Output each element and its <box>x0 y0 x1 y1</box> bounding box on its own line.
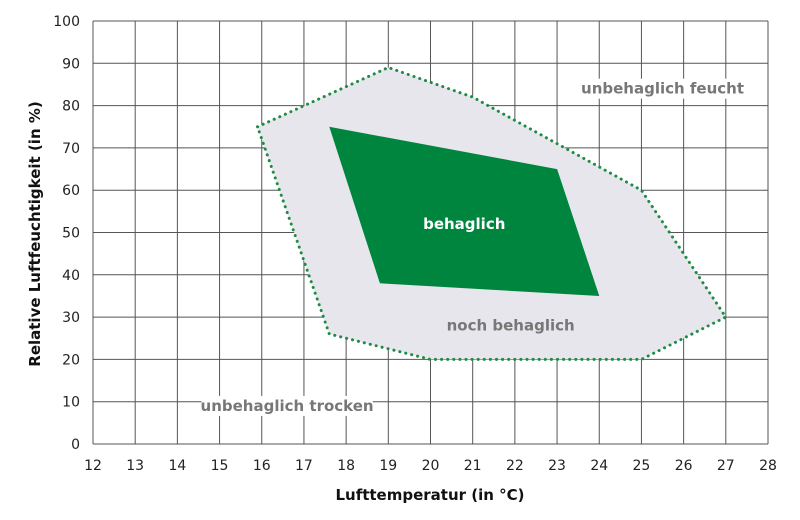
x-tick-label: 19 <box>379 458 397 474</box>
x-tick-label: 23 <box>548 458 566 474</box>
x-tick-label: 16 <box>253 458 271 474</box>
annotations: behaglich noch behaglich unbehaglich feuch… <box>201 78 744 416</box>
y-tick-label: 20 <box>62 352 80 368</box>
x-tick-label: 17 <box>295 458 313 474</box>
y-tick-label: 70 <box>62 141 80 157</box>
x-tick-label: 18 <box>337 458 355 474</box>
x-tick-label: 25 <box>633 458 651 474</box>
annotation-unbehaglich-trocken: unbehaglich trocken <box>201 397 374 415</box>
y-tick-label: 10 <box>62 395 80 411</box>
x-tick-label: 22 <box>506 458 524 474</box>
y-tick-label: 0 <box>71 437 80 453</box>
y-tick-label: 30 <box>62 310 80 326</box>
regions <box>255 65 728 361</box>
x-axis-ticks: 12 13 14 15 16 17 18 19 20 21 22 23 24 25 26 27 28 <box>84 458 777 474</box>
y-axis-title: Relative Luftfeuchtigkeit (in %) <box>26 101 44 366</box>
x-axis-title: Lufttemperatur (in °C) <box>335 486 524 504</box>
y-tick-label: 60 <box>62 183 80 199</box>
y-axis-ticks: 0 10 20 30 40 50 60 70 80 90 100 <box>53 14 80 453</box>
x-tick-label: 13 <box>126 458 144 474</box>
annotation-behaglich: behaglich <box>423 215 505 233</box>
y-tick-label: 50 <box>62 226 80 242</box>
x-tick-label: 27 <box>717 458 735 474</box>
x-tick-label: 20 <box>422 458 440 474</box>
x-tick-label: 26 <box>675 458 693 474</box>
annotation-backing <box>201 395 373 416</box>
x-tick-label: 24 <box>590 458 608 474</box>
x-tick-label: 12 <box>84 458 102 474</box>
x-tick-label: 28 <box>759 458 777 474</box>
annotation-noch-behaglich: noch behaglich <box>447 317 575 335</box>
y-tick-label: 40 <box>62 268 80 284</box>
x-tick-label: 14 <box>168 458 186 474</box>
y-tick-label: 80 <box>62 99 80 115</box>
annotation-unbehaglich-feucht: unbehaglich feucht <box>581 80 744 98</box>
annotation-backing <box>581 78 744 99</box>
region-behaglich <box>329 126 600 296</box>
y-tick-label: 90 <box>62 56 80 72</box>
x-tick-label: 15 <box>211 458 229 474</box>
y-tick-label: 100 <box>53 14 80 30</box>
x-tick-label: 21 <box>464 458 482 474</box>
